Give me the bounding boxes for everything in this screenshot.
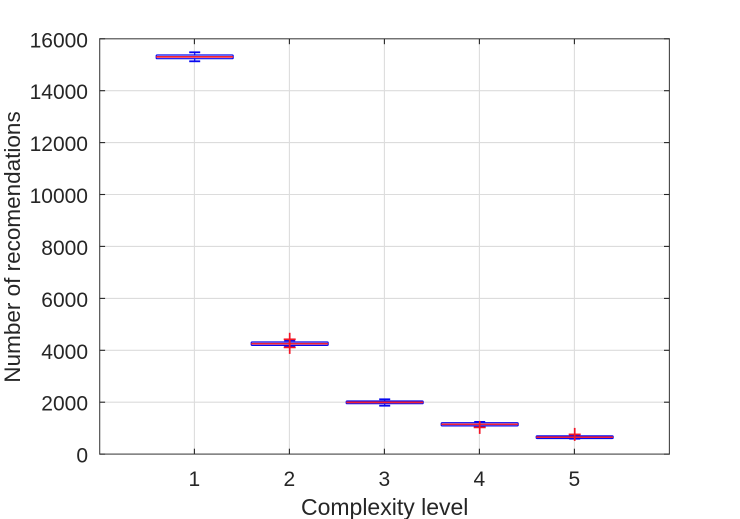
svg-text:10000: 10000 <box>30 185 88 208</box>
svg-text:Number of recomendations: Number of recomendations <box>0 111 25 382</box>
svg-text:5: 5 <box>569 468 581 491</box>
svg-text:4000: 4000 <box>41 341 88 364</box>
svg-text:0: 0 <box>76 445 88 468</box>
svg-text:14000: 14000 <box>30 81 88 104</box>
svg-text:Complexity level: Complexity level <box>301 494 468 519</box>
svg-text:2: 2 <box>284 468 296 491</box>
svg-text:12000: 12000 <box>30 133 88 156</box>
svg-text:6000: 6000 <box>41 289 88 312</box>
svg-text:16000: 16000 <box>30 29 88 52</box>
svg-text:4: 4 <box>474 468 486 491</box>
svg-text:1: 1 <box>189 468 201 491</box>
svg-text:3: 3 <box>379 468 391 491</box>
svg-text:8000: 8000 <box>41 237 88 260</box>
svg-text:2000: 2000 <box>41 393 88 416</box>
